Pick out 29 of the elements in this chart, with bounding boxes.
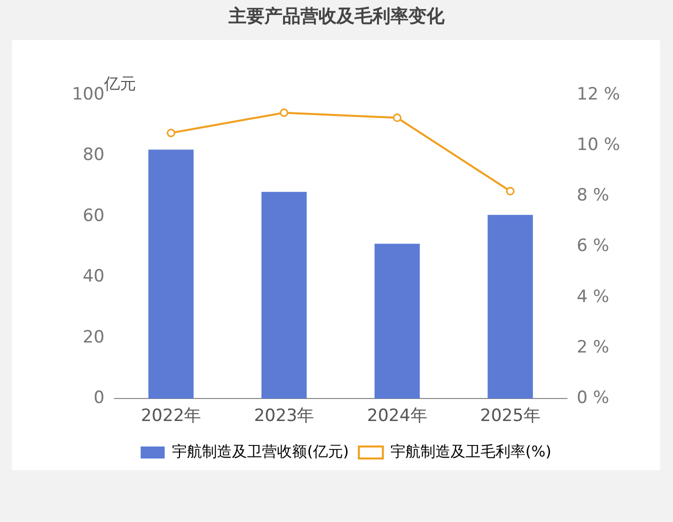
point [392,114,402,122]
legend-label: 宇航制造及卫毛利率(%) [390,442,552,460]
x-tick-label: 2025年 [480,406,540,426]
point [280,108,288,117]
x-tick-label: 2023年 [254,406,314,426]
y-tick-label: 0 [94,388,104,408]
x-tick-label: 2022年 [140,406,202,426]
y-tick-label: 20 [82,327,104,348]
bar [261,192,307,399]
bar [488,214,533,399]
y-tick-label: 80 [82,145,104,166]
y2-tick-label: 8 % [576,186,610,206]
x-tick-label: 2024年 [367,406,428,426]
legend-label: 宇航制造及卫营收额(亿元) [172,442,349,460]
y2-tick-label: 0 % [576,388,610,408]
point [166,128,176,138]
y-tick-label: 40 [82,266,104,287]
bar [374,244,420,399]
bar [148,150,194,399]
chart-title: 主要产品营收及毛利率变化 [228,5,446,28]
y-tick-label: 60 [82,206,104,226]
point [506,186,515,196]
y2-tick-label: 6 % [576,236,610,256]
y2-tick-label: 2 % [576,337,610,358]
y2-tick-label: 10 % [576,135,620,156]
y2-tick-label: 4 % [576,286,610,307]
y2-tick-label: 12 % [576,84,620,104]
y-axis-title: 亿元 [104,74,136,95]
y-tick-label: 100 [72,84,104,104]
